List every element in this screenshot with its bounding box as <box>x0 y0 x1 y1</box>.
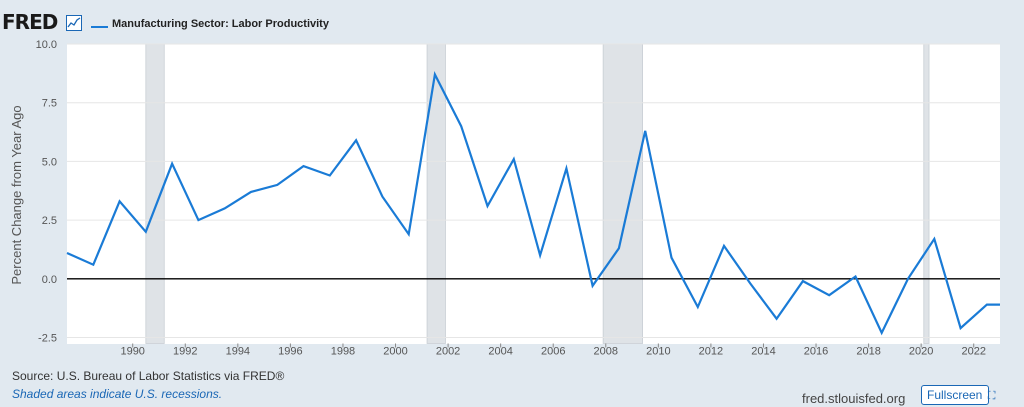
x-tick-label: 1994 <box>226 346 250 358</box>
legend-series-label: Manufacturing Sector: Labor Productivity <box>112 18 329 30</box>
x-tick-label: 2002 <box>436 346 460 358</box>
x-tick-label: 1998 <box>331 346 355 358</box>
source-text: Source: U.S. Bureau of Labor Statistics … <box>12 369 285 383</box>
x-tick-label: 2014 <box>751 346 775 358</box>
x-tick-label: 1996 <box>278 346 302 358</box>
x-tick-label: 2008 <box>594 346 618 358</box>
recession-band <box>923 43 930 344</box>
recession-note: Shaded areas indicate U.S. recessions. <box>12 387 223 401</box>
expand-icon: ⛶ <box>987 390 996 402</box>
line-chart: -2.5 0.0 2.5 5.0 7.5 10.0 1990 1992 1994 1996 199… <box>9 39 1000 358</box>
legend-series-swatch <box>91 26 108 28</box>
y-axis-label: Percent Change from Year Ago <box>9 105 24 284</box>
x-tick-label: 2004 <box>488 346 512 358</box>
x-tick-label: 2006 <box>541 346 565 358</box>
x-tick-label: 1990 <box>120 346 144 358</box>
y-tick-label: 10.0 <box>36 39 57 51</box>
fred-logo[interactable]: FRED <box>2 10 58 34</box>
y-tick-label: 2.5 <box>42 215 57 227</box>
y-tick-label: -2.5 <box>38 333 57 345</box>
site-link[interactable]: fred.stlouisfed.org <box>802 391 906 406</box>
chart-header: FRED Manufacturing Sector: Labor Product… <box>0 0 1024 38</box>
line-graph-icon <box>66 15 82 31</box>
x-tick-label: 2020 <box>909 346 933 358</box>
fullscreen-button[interactable]: Fullscreen ⛶ <box>921 385 995 405</box>
recession-band <box>602 43 643 344</box>
plot-area <box>67 44 1000 344</box>
x-tick-label: 2000 <box>383 346 407 358</box>
x-tick-label: 1992 <box>173 346 197 358</box>
x-tick-label: 2012 <box>699 346 723 358</box>
y-tick-label: 0.0 <box>42 274 57 286</box>
x-tick-label: 2022 <box>961 346 985 358</box>
y-tick-label: 7.5 <box>42 98 57 110</box>
x-tick-label: 2018 <box>856 346 880 358</box>
x-tick-label: 2016 <box>804 346 828 358</box>
x-tick-label: 2010 <box>646 346 670 358</box>
fullscreen-label: Fullscreen <box>927 388 983 402</box>
series-line <box>66 71 1000 336</box>
y-tick-label: 5.0 <box>42 156 57 168</box>
